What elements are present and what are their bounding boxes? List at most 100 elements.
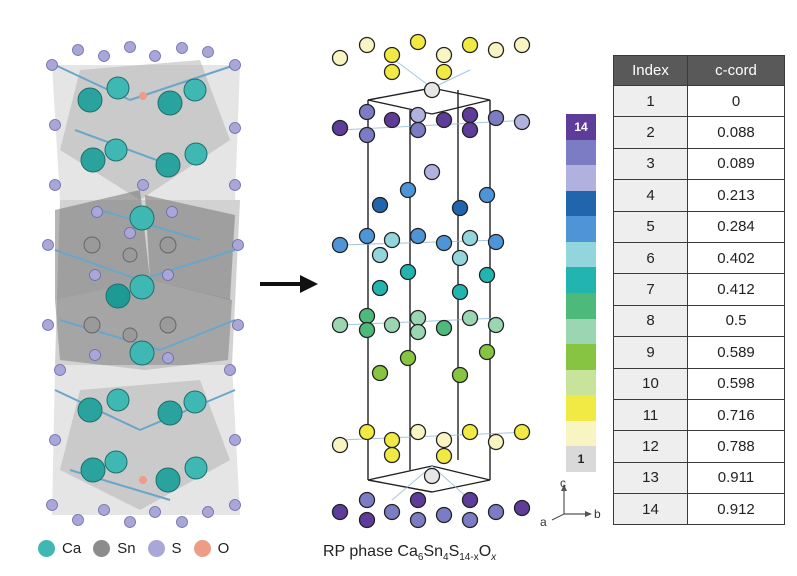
site-atom-idx14 <box>409 423 427 441</box>
c-cord-cell: 0.5 <box>687 304 785 338</box>
caption-sub-o: x <box>491 552 497 564</box>
site-atom-idx14 <box>358 36 376 54</box>
index-column-header: Index <box>613 55 688 86</box>
caption-sn: Sn <box>423 543 444 560</box>
table-row: 10 0.598 <box>613 367 785 400</box>
site-atom-idx13 <box>383 431 401 449</box>
site-atom-idx13 <box>383 63 401 81</box>
site-atom-idx2 <box>461 106 479 124</box>
caption-sub-ca: 6 <box>417 552 424 564</box>
c-cord-cell: 0.213 <box>687 179 785 212</box>
site-atom-idx13 <box>461 36 479 54</box>
colorbar-swatch <box>566 420 596 447</box>
table-row: 9 0.589 <box>613 336 785 369</box>
site-atom-idx1 <box>423 81 441 99</box>
sn-atoms <box>83 236 177 343</box>
site-atom-idx8 <box>371 279 389 297</box>
colorbar-swatch <box>566 293 596 320</box>
legend-swatch <box>38 540 55 557</box>
site-atom-idx7 <box>383 231 401 249</box>
table-row: 8 0.5 <box>613 304 785 338</box>
site-atom-idx11 <box>399 349 417 367</box>
index-cell: 11 <box>613 398 688 432</box>
colorbar-swatch <box>566 165 596 192</box>
legend-label: S <box>171 540 182 557</box>
site-atom-idx5 <box>451 199 469 217</box>
index-cell: 12 <box>613 430 688 463</box>
table-row: 7 0.412 <box>613 273 785 306</box>
caption-s: S <box>448 543 460 560</box>
legend-item-s: S <box>147 540 182 557</box>
site-atom-idx6 <box>435 234 453 252</box>
ca-atoms <box>77 76 208 493</box>
c-cord-cell: 0.716 <box>687 398 785 432</box>
index-cell: 14 <box>613 493 688 526</box>
index-cell: 6 <box>613 241 688 275</box>
site-atom-idx11 <box>451 366 469 384</box>
site-atom-idx2 <box>383 111 401 129</box>
colorbar-swatch <box>566 241 596 268</box>
c-cord-cell: 0.589 <box>687 336 785 369</box>
colorbar-swatch <box>566 267 596 294</box>
site-atom-idx14 <box>487 41 505 59</box>
site-atom-idx5 <box>371 196 389 214</box>
site-atom-idx3 <box>435 506 453 524</box>
site-atom-idx13 <box>513 423 531 441</box>
index-cell: 5 <box>613 210 688 243</box>
site-atom-idx9 <box>358 321 376 339</box>
site-atom-idx3 <box>358 491 376 509</box>
table-row: 2 0.088 <box>613 116 785 149</box>
c-cord-cell: 0.412 <box>687 273 785 306</box>
site-atom-idx3 <box>487 503 505 521</box>
c-cord-cell: 0.911 <box>687 461 785 495</box>
caption-o: O <box>478 543 492 560</box>
site-atom-idx13 <box>358 423 376 441</box>
site-atom-idx9 <box>435 319 453 337</box>
c-cord-column-header: c-cord <box>687 55 785 86</box>
table-header-row: Index c-cord <box>613 55 785 86</box>
site-atom-idx2 <box>331 503 349 521</box>
site-atom-idx8 <box>451 283 469 301</box>
index-cell: 13 <box>613 461 688 495</box>
site-atom-idx1 <box>423 467 441 485</box>
site-atom-idx7 <box>451 249 469 267</box>
site-atom-idx13 <box>383 46 401 64</box>
site-atom-idx13 <box>409 33 427 51</box>
site-atom-idx6 <box>409 227 427 245</box>
site-atom-idx3 <box>461 511 479 529</box>
table-row: 4 0.213 <box>613 179 785 212</box>
site-atom-idx13 <box>461 423 479 441</box>
index-cell: 4 <box>613 179 688 212</box>
site-atom-idx2 <box>461 491 479 509</box>
legend-label: O <box>217 540 230 557</box>
index-cell: 10 <box>613 367 688 400</box>
site-atom-idx14 <box>435 46 453 64</box>
colorbar-swatch <box>566 216 596 243</box>
c-cord-cell: 0.788 <box>687 430 785 463</box>
site-atom-idx13 <box>435 447 453 465</box>
colorbar-swatch <box>566 318 596 345</box>
site-atom-idx13 <box>383 446 401 464</box>
legend-item-ca: Ca <box>38 540 81 557</box>
site-atom-idx3 <box>358 126 376 144</box>
axis-b-label: b <box>594 507 601 521</box>
s-atoms <box>42 41 244 528</box>
site-atom-idx10 <box>383 316 401 334</box>
table-row: 12 0.788 <box>613 430 785 463</box>
legend-label: Sn <box>117 540 136 557</box>
site-atom-idx14 <box>331 49 349 67</box>
index-colorbar: 14 1 <box>566 114 596 473</box>
index-cell: 3 <box>613 147 688 181</box>
site-atom-idx14 <box>435 431 453 449</box>
site-atom-idx6 <box>358 227 376 245</box>
site-atom-idx3 <box>487 109 505 127</box>
site-atom-idx4 <box>409 106 427 124</box>
site-atom-idx14 <box>487 433 505 451</box>
crystal-structure-right <box>331 33 531 529</box>
crystal-structure-left <box>42 41 244 528</box>
transform-arrow <box>260 275 318 293</box>
axis-c-label: c <box>560 476 566 490</box>
site-atom-idx7 <box>371 246 389 264</box>
c-cord-cell: 0.402 <box>687 241 785 275</box>
